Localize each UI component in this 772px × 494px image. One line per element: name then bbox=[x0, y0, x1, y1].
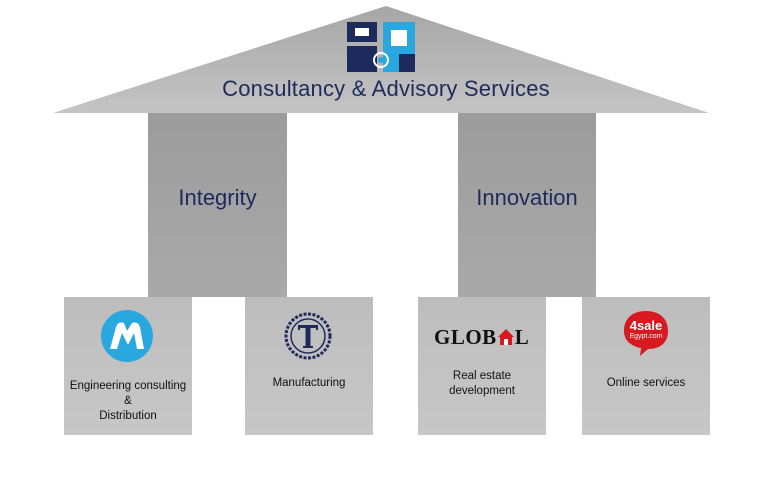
company-label: Engineering consulting & Distribution bbox=[69, 380, 187, 422]
company-box-engineering: Engineering consulting & Distribution bbox=[64, 297, 192, 435]
4sale-egypt-logo-icon: 4sale Egypt.com bbox=[622, 309, 670, 357]
pillar-innovation: Innovation bbox=[458, 113, 596, 297]
pillar-label: Innovation bbox=[476, 185, 578, 210]
pillar-label: Integrity bbox=[178, 185, 257, 210]
company-label: Online services bbox=[606, 377, 686, 389]
company-box-real-estate: GLOB L Real estate development bbox=[418, 297, 546, 435]
page-title: Consultancy & Advisory Services bbox=[222, 76, 550, 101]
t-ring-logo-icon bbox=[283, 311, 333, 361]
m-circle-logo-icon bbox=[100, 309, 154, 363]
company-label: Manufacturing bbox=[272, 377, 346, 389]
company-box-online: 4sale Egypt.com Online services bbox=[582, 297, 710, 435]
company-label: Real estate development bbox=[449, 370, 515, 397]
global-house-logo-icon: GLOB L bbox=[434, 325, 530, 349]
pillar-integrity: Integrity bbox=[148, 113, 287, 297]
gq-company-logo-icon bbox=[345, 20, 417, 76]
company-box-manufacturing: Manufacturing bbox=[245, 297, 373, 435]
